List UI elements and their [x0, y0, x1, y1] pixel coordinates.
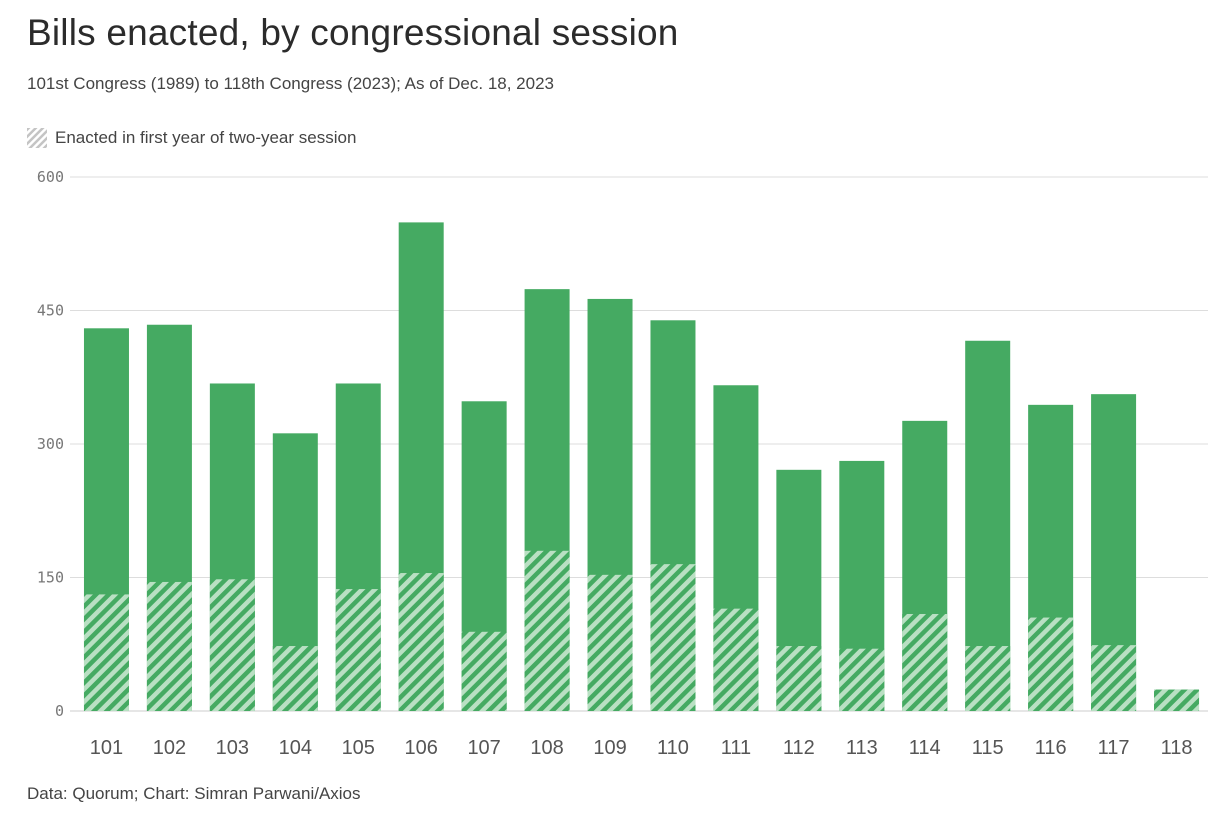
bar-layer	[83, 222, 1200, 711]
bar-first-year-109	[587, 574, 633, 711]
bar-first-year-111	[713, 608, 759, 711]
x-tick-label-106: 106	[405, 737, 438, 759]
source-note: Data: Quorum; Chart: Simran Parwani/Axio…	[27, 784, 361, 803]
bar-first-year-114	[902, 613, 948, 711]
bar-first-year-116	[1028, 617, 1074, 711]
legend: Enacted in first year of two-year sessio…	[27, 128, 356, 148]
x-tick-label-116: 116	[1035, 737, 1067, 759]
x-tick-label-115: 115	[972, 737, 1004, 759]
y-tick-label: 0	[55, 702, 64, 720]
x-axis: 101 102 103 104 105 106 107 108 109 110 111 112 113 1…	[90, 737, 1193, 759]
x-tick-label-107: 107	[467, 737, 500, 759]
x-tick-label-105: 105	[342, 737, 375, 759]
x-tick-label-101: 101	[90, 737, 123, 759]
x-tick-label-110: 110	[657, 737, 689, 759]
x-tick-label-114: 114	[909, 737, 941, 759]
y-tick-label: 300	[37, 435, 64, 453]
bar-first-year-105	[335, 589, 381, 711]
bar-first-year-118	[1154, 689, 1200, 711]
chart-title: Bills enacted, by congressional session	[27, 12, 679, 53]
x-tick-label-117: 117	[1098, 737, 1130, 759]
x-tick-label-118: 118	[1161, 737, 1193, 759]
chart-subtitle: 101st Congress (1989) to 118th Congress …	[27, 74, 554, 93]
bar-first-year-104	[272, 646, 318, 711]
bar-first-year-115	[965, 646, 1011, 711]
bar-first-year-102	[146, 581, 192, 711]
y-tick-label: 150	[37, 569, 64, 587]
x-tick-label-108: 108	[530, 737, 563, 759]
bar-first-year-107	[461, 631, 507, 711]
x-tick-label-104: 104	[279, 737, 312, 759]
x-tick-label-112: 112	[783, 737, 815, 759]
x-tick-label-103: 103	[216, 737, 249, 759]
y-tick-label: 450	[37, 302, 64, 320]
bar-first-year-110	[650, 564, 696, 711]
x-tick-label-111: 111	[721, 737, 751, 759]
legend-hatch-swatch	[27, 128, 47, 148]
x-tick-label-113: 113	[846, 737, 878, 759]
legend-label: Enacted in first year of two-year sessio…	[55, 128, 357, 147]
bar-first-year-101	[83, 594, 129, 711]
bar-first-year-108	[524, 550, 570, 711]
bar-first-year-103	[209, 579, 255, 711]
x-tick-label-109: 109	[593, 737, 626, 759]
bar-first-year-112	[776, 646, 822, 711]
bar-first-year-117	[1091, 645, 1137, 711]
grid-layer: 0 150 300 450 600	[37, 168, 1208, 720]
y-tick-label: 600	[37, 168, 64, 186]
bar-first-year-113	[839, 648, 885, 711]
x-tick-label-102: 102	[153, 737, 186, 759]
bar-first-year-106	[398, 573, 444, 711]
